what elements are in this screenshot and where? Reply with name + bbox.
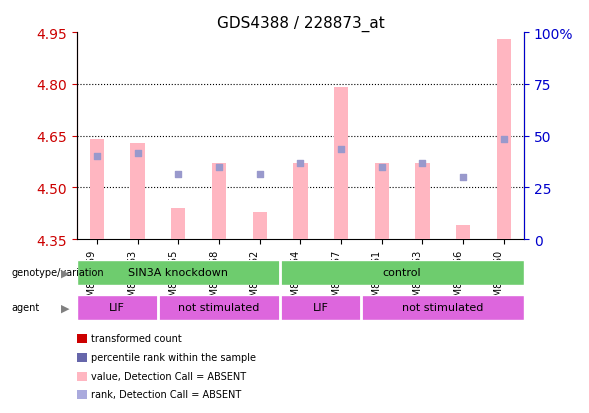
Text: LIF: LIF	[110, 303, 125, 313]
Text: SIN3A knockdown: SIN3A knockdown	[128, 268, 229, 278]
Point	[214, 164, 224, 171]
Bar	[293, 164, 307, 240]
Text: ▶: ▶	[61, 303, 69, 313]
Bar	[253, 212, 267, 240]
Point	[133, 150, 143, 157]
Point	[499, 136, 508, 143]
Text: percentile rank within the sample: percentile rank within the sample	[91, 352, 256, 362]
FancyBboxPatch shape	[280, 295, 362, 320]
Bar	[334, 88, 348, 240]
Point	[336, 147, 346, 153]
Text: not stimulated: not stimulated	[178, 303, 260, 313]
FancyBboxPatch shape	[77, 295, 158, 320]
Bar	[131, 143, 145, 240]
FancyBboxPatch shape	[158, 295, 280, 320]
Point	[458, 174, 468, 181]
Bar	[90, 140, 104, 240]
Bar	[171, 209, 186, 240]
Title: GDS4388 / 228873_at: GDS4388 / 228873_at	[217, 16, 384, 32]
Text: agent: agent	[12, 303, 40, 313]
Point	[377, 164, 386, 171]
Bar	[415, 164, 429, 240]
Text: control: control	[383, 268, 422, 278]
Point	[255, 171, 264, 178]
Text: ▶: ▶	[61, 268, 69, 278]
Text: transformed count: transformed count	[91, 334, 182, 344]
FancyBboxPatch shape	[362, 295, 524, 320]
Point	[296, 161, 305, 167]
Point	[418, 161, 427, 167]
FancyBboxPatch shape	[77, 260, 280, 285]
Point	[92, 154, 102, 160]
Text: genotype/variation: genotype/variation	[12, 268, 104, 278]
Bar	[375, 164, 389, 240]
Bar	[497, 40, 511, 240]
Bar	[456, 226, 470, 240]
Text: LIF: LIF	[313, 303, 329, 313]
Text: not stimulated: not stimulated	[402, 303, 484, 313]
Bar	[212, 164, 226, 240]
Text: rank, Detection Call = ABSENT: rank, Detection Call = ABSENT	[91, 389, 241, 399]
Text: value, Detection Call = ABSENT: value, Detection Call = ABSENT	[91, 371, 246, 381]
FancyBboxPatch shape	[280, 260, 524, 285]
Point	[174, 171, 183, 178]
